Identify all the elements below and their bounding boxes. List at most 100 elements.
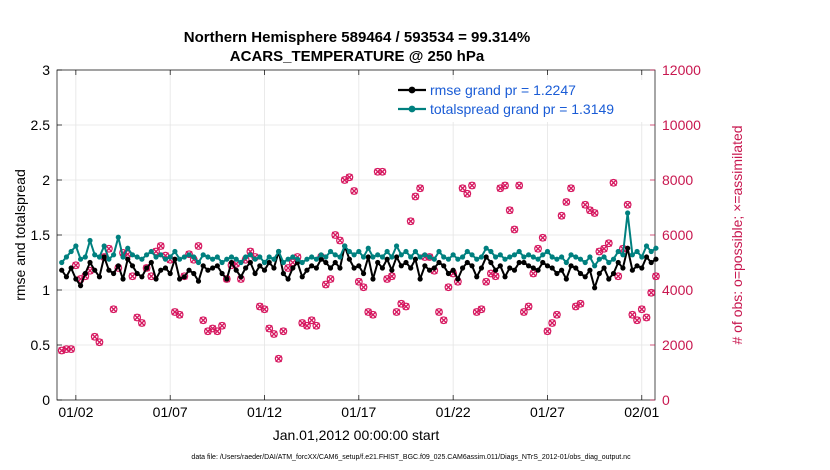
totalspread-point <box>526 252 532 258</box>
totalspread-point <box>214 254 220 260</box>
obs-point <box>137 319 146 327</box>
totalspread-point <box>521 254 527 260</box>
obs-point-possible-marker <box>156 242 165 250</box>
obs-point <box>515 181 524 190</box>
obs-point-assimilated-marker <box>610 179 617 187</box>
obs-point <box>548 319 557 327</box>
rmse-point <box>252 270 258 277</box>
obs-point-assimilated-marker <box>110 305 118 313</box>
totalspread-point <box>238 259 244 266</box>
x-tick-label: 01/27 <box>530 404 565 420</box>
obs-point-assimilated-marker <box>261 305 268 313</box>
obs-point <box>439 316 448 325</box>
obs-point-assimilated-marker <box>435 308 443 316</box>
rmse-point <box>577 270 584 277</box>
obs-point <box>538 233 547 242</box>
rmse-point <box>554 270 560 277</box>
totalspread-point <box>233 256 239 262</box>
totalspread-point <box>370 254 376 260</box>
obs-point-assimilated-marker <box>515 182 523 189</box>
totalspread-point <box>610 256 617 262</box>
totalspread-point <box>346 248 352 255</box>
x-tick-label: 01/17 <box>341 404 376 420</box>
obs-point-possible-marker <box>515 181 524 190</box>
obs-point-possible-marker <box>279 327 288 336</box>
obs-point-possible-marker <box>369 310 377 319</box>
totalspread-point <box>299 259 305 266</box>
obs-point-possible-marker <box>71 261 80 270</box>
totalspread-point <box>384 248 390 255</box>
rmse-point <box>436 259 442 266</box>
rmse-point <box>530 265 536 271</box>
rmse-point <box>87 259 93 266</box>
obs-point-assimilated-marker <box>501 182 509 189</box>
rmse-point <box>158 267 164 273</box>
obs-point-possible-marker <box>609 178 618 187</box>
obs-point-possible-marker <box>303 321 311 330</box>
rmse-point <box>549 265 555 271</box>
obs-point-assimilated-marker <box>534 245 542 253</box>
obs-point <box>416 184 425 193</box>
obs-point-assimilated-marker <box>647 289 655 297</box>
rmse-point <box>563 276 569 282</box>
rmse-point <box>625 245 631 251</box>
rmse-point <box>412 256 419 262</box>
obs-point <box>477 305 486 314</box>
obs-point-possible-marker <box>543 327 552 336</box>
obs-point-assimilated-marker <box>393 308 401 316</box>
obs-point-possible-marker <box>359 283 368 292</box>
rmse-point <box>398 263 404 269</box>
obs-point <box>312 321 321 330</box>
totalspread-point <box>115 234 121 240</box>
obs-point-assimilated-marker <box>492 272 500 280</box>
obs-point <box>194 242 203 250</box>
rmse-point <box>492 267 499 273</box>
legend-spread-label: totalspread grand pr = 1.3149 <box>430 101 614 117</box>
rmse-point <box>82 270 88 277</box>
obs-point-assimilated-marker <box>195 242 202 250</box>
obs-point-possible-marker <box>109 305 118 314</box>
legend-spread-marker <box>408 105 416 113</box>
totalspread-point <box>507 254 513 260</box>
obs-point-possible-marker <box>505 206 514 215</box>
y-tick-label-right: 12000 <box>662 62 701 78</box>
obs-point <box>581 200 590 209</box>
obs-point <box>642 313 651 322</box>
obs-point <box>260 305 269 314</box>
totalspread-point <box>360 254 367 260</box>
rmse-point <box>224 276 230 282</box>
y-axis-right-label: # of obs: o=possible; ×=assimilated <box>729 125 745 344</box>
obs-point-possible-marker <box>435 308 443 316</box>
obs-point-possible-marker <box>326 275 335 283</box>
obs-point-possible-marker <box>637 305 646 314</box>
totalspread-point <box>436 248 442 255</box>
totalspread-point <box>290 254 296 260</box>
obs-point-possible-marker <box>307 316 316 325</box>
obs-point <box>213 327 222 336</box>
totalspread-point <box>559 254 565 260</box>
rmse-point <box>243 265 249 271</box>
rmse-point <box>596 270 602 277</box>
rmse-point <box>323 259 329 266</box>
rmse-point <box>219 270 225 277</box>
y-axis-left: 0 0.5 1 1.5 2 2.5 3 <box>31 62 62 408</box>
totalspread-point <box>276 248 282 255</box>
obs-point-possible-marker <box>185 250 193 259</box>
totalspread-point <box>228 254 235 260</box>
obs-point-assimilated-marker <box>440 316 448 324</box>
rmse-point <box>228 259 235 266</box>
x-tick-label: 01/07 <box>153 404 188 420</box>
obs-point <box>133 313 142 322</box>
obs-point-possible-marker <box>133 313 142 322</box>
obs-point <box>501 181 509 190</box>
obs-point <box>109 305 118 314</box>
totalspread-point <box>365 245 371 251</box>
rmse-point <box>299 274 305 280</box>
obs-point-assimilated-marker <box>322 281 330 288</box>
obs-point-possible-marker <box>510 225 519 234</box>
totalspread-point <box>120 254 126 260</box>
totalspread-point <box>620 252 626 258</box>
totalspread-point <box>342 243 348 249</box>
obs-point-possible-marker <box>553 310 561 319</box>
